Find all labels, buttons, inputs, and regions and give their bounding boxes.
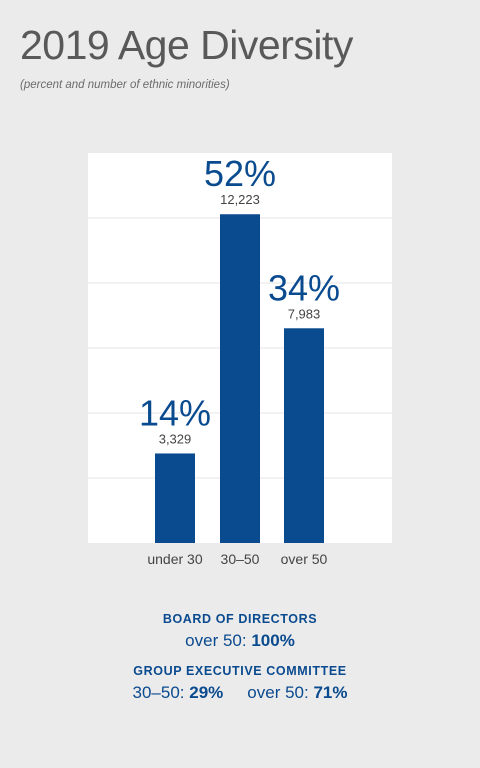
category-label: over 50 (281, 551, 328, 567)
committee-stat-label: 30–50: (132, 683, 190, 702)
committee-section: GROUP EXECUTIVE COMMITTEE 30–50: 29% over… (0, 664, 480, 703)
bar (155, 453, 195, 543)
percent-label: 52% (204, 153, 276, 194)
category-label: under 30 (147, 551, 202, 567)
page-subtitle: (percent and number of ethnic minorities… (20, 79, 230, 91)
page-title: 2019 Age Diversity (20, 22, 353, 68)
count-label: 7,983 (288, 306, 321, 321)
board-stats: over 50: 100% (0, 631, 480, 651)
category-label: 30–50 (221, 551, 260, 567)
committee-stats: 30–50: 29% over 50: 71% (0, 683, 480, 703)
committee-heading: GROUP EXECUTIVE COMMITTEE (133, 664, 347, 678)
board-stat-label: over 50: (185, 631, 252, 650)
bar (284, 328, 324, 543)
board-heading: BOARD OF DIRECTORS (162, 612, 318, 626)
committee-stat-label: over 50: (247, 683, 314, 702)
committee-stat-value: 71% (313, 683, 348, 702)
board-stat-value: 100% (251, 631, 295, 650)
committee-stat-value: 29% (189, 683, 224, 702)
count-label: 3,329 (159, 431, 192, 446)
bar (220, 214, 260, 543)
percent-label: 34% (268, 267, 340, 308)
count-label: 12,223 (220, 192, 260, 207)
percent-label: 14% (139, 392, 211, 433)
board-section: BOARD OF DIRECTORS over 50: 100% (0, 612, 480, 651)
